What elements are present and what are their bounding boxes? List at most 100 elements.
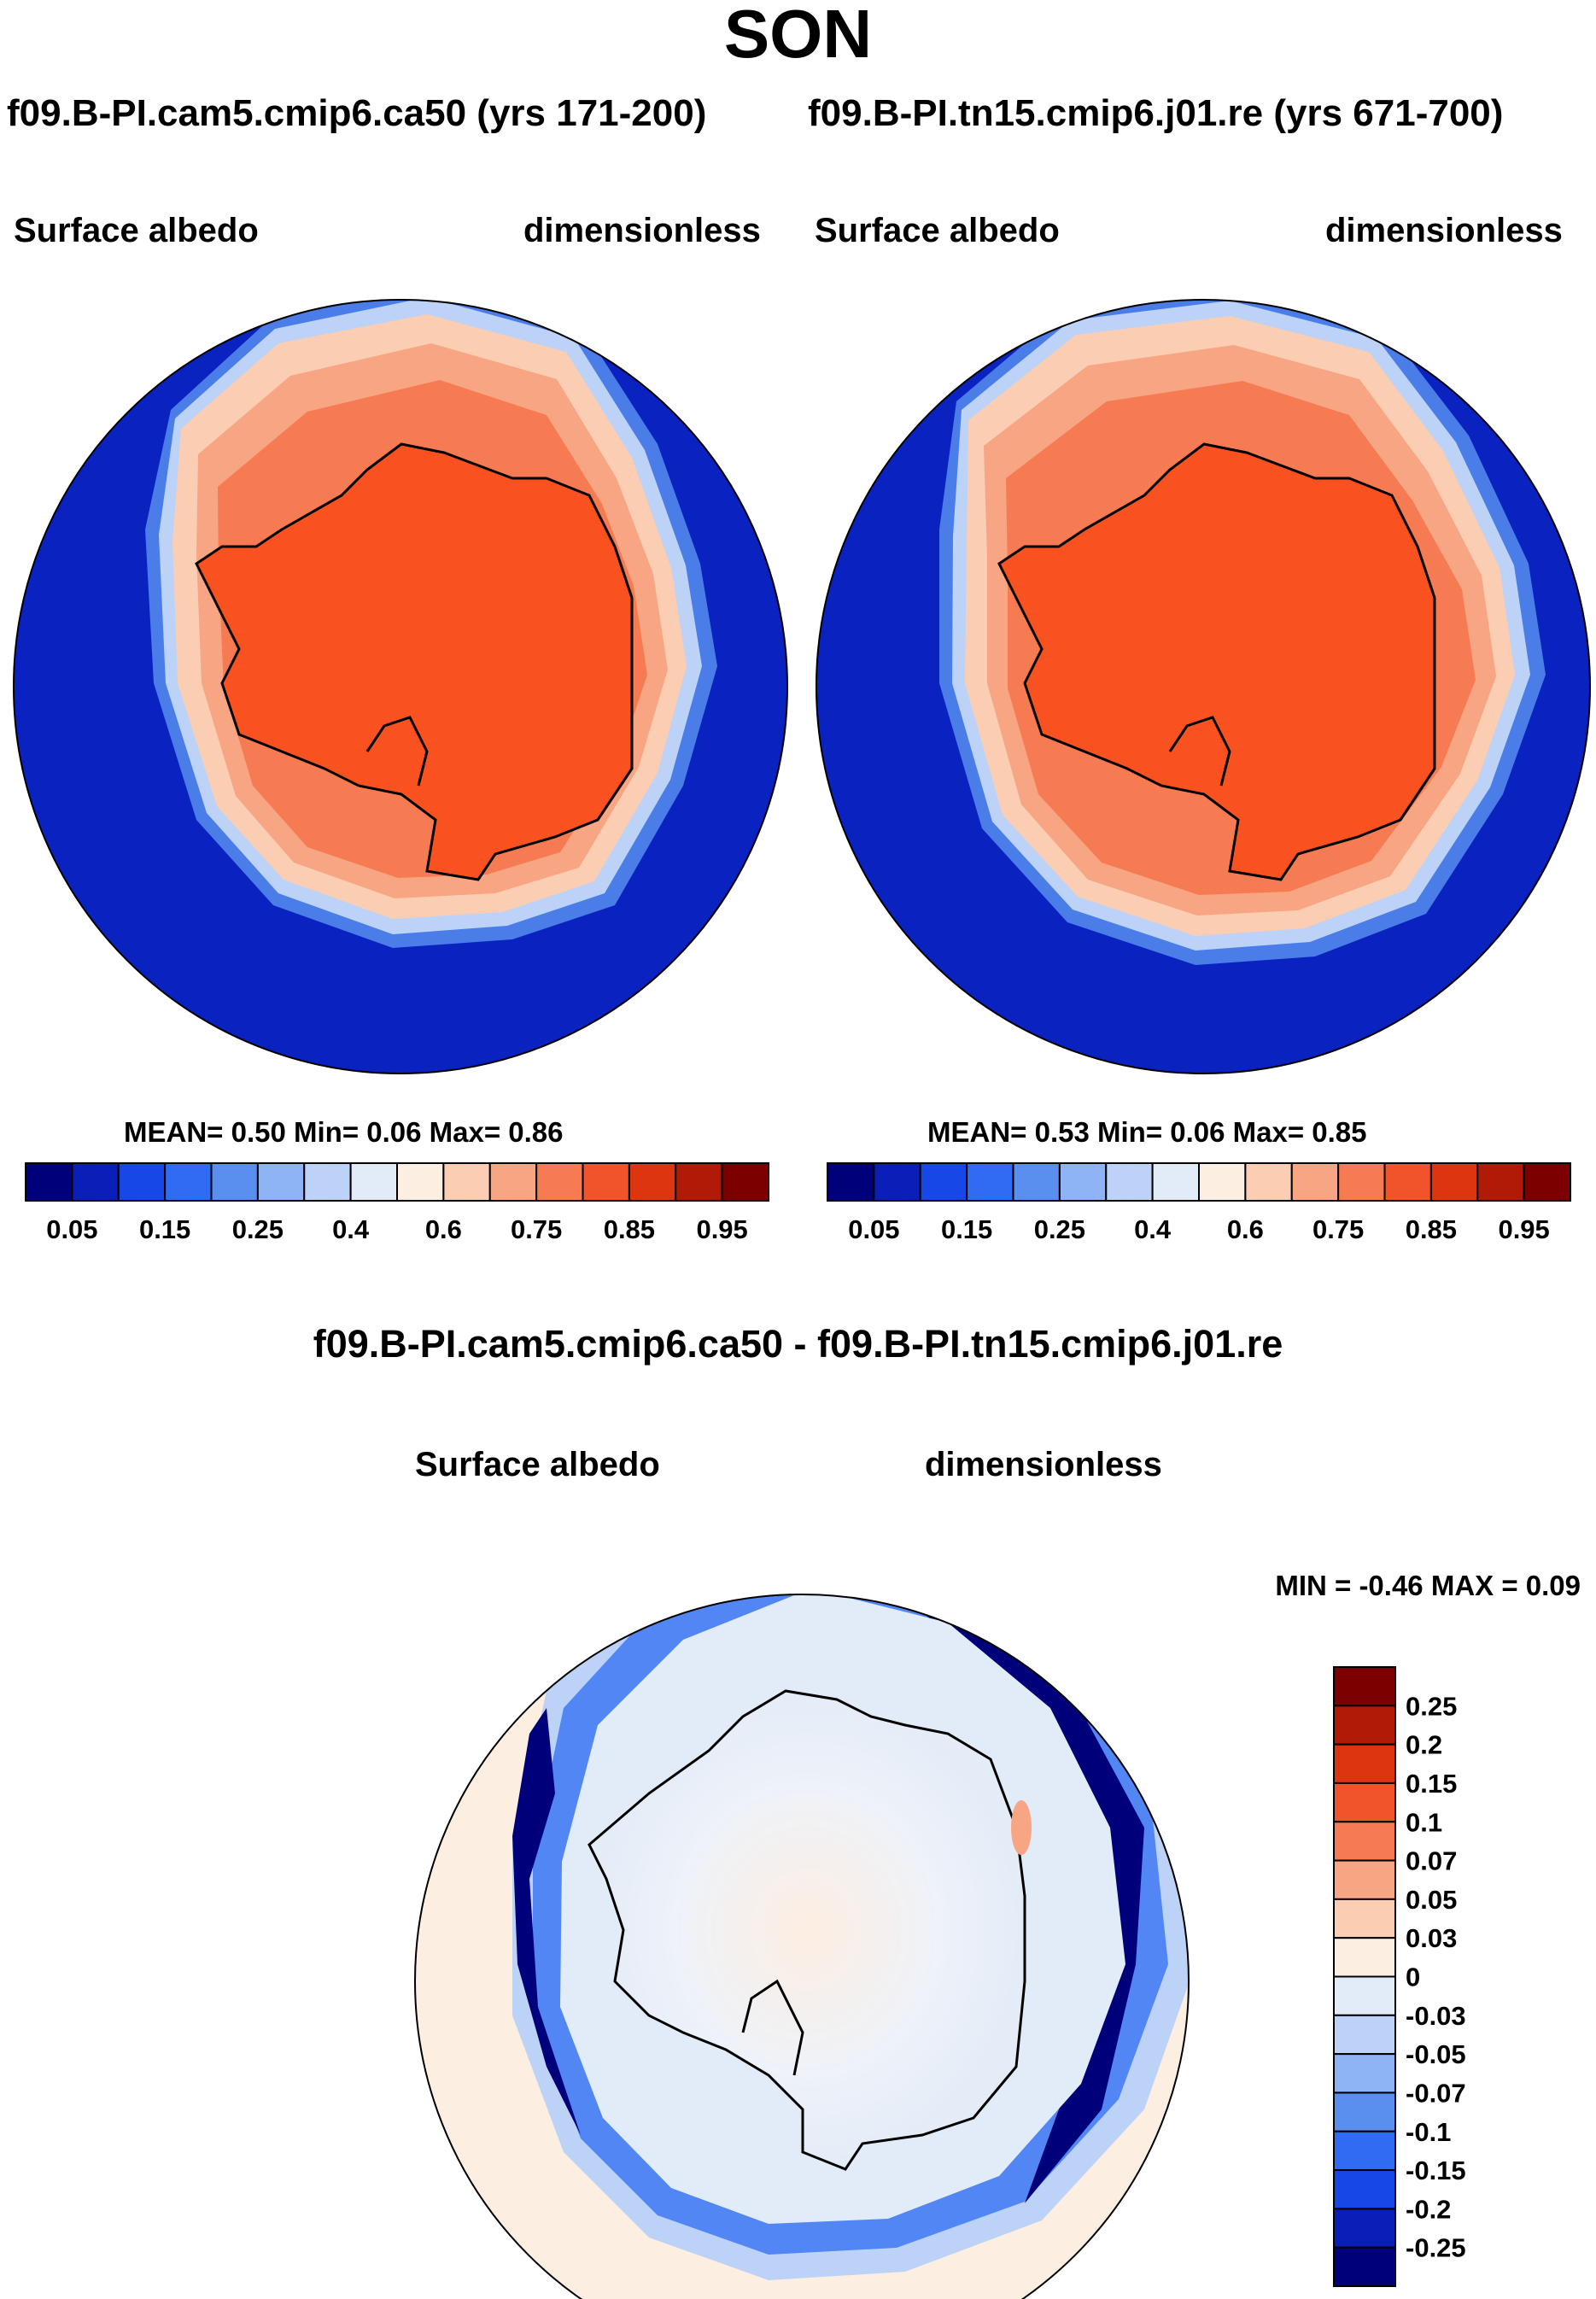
panel1-ice-shelf-outline [365,716,429,787]
difference-map-border [414,1594,1190,2299]
panel1-units-label: dimensionless [523,212,761,249]
difference-ice-shelf-outline [741,1979,804,2076]
difference-colorbar: 0.25 0.2 0.15 0.1 0.07 0.05 0.03 0 -0.03 -0.05 -0.… [1333,1666,1466,2287]
panel2-colorbar-tick-label: 0.15 [941,1214,992,1244]
difference-colorbar-tick-label: 0.25 [1406,1691,1457,1721]
panel1-map [14,300,787,1073]
panel1-colorbar-tick-label: 0.75 [511,1214,562,1244]
panel1-colorbar-swatch [582,1162,630,1202]
difference-colorbar-swatch [1333,2053,1396,2094]
panel1-colorbar-swatch [442,1162,491,1202]
difference-colorbar-swatch [1333,1666,1396,1707]
difference-colorbar-swatch [1333,1898,1396,1939]
panel2-colorbar-swatch [1198,1162,1247,1202]
panel1-colorbar-swatch [628,1162,677,1202]
difference-colorbar-swatch [1333,2208,1396,2249]
difference-colorbar-tick-label: -0.07 [1406,2078,1466,2108]
panel1-colorbar-swatch [210,1162,259,1202]
panel2-colorbar-swatch [1429,1162,1479,1202]
difference-colorbar-tick-label: 0 [1406,1963,1420,1992]
difference-colorbar-tick-label: -0.2 [1406,2194,1451,2224]
panel1-colorbar-tick-label: 0.85 [604,1214,655,1244]
panel1-colorbar-swatch [675,1162,723,1202]
panel1-colorbar-tick-label: 0.05 [46,1214,97,1244]
difference-colorbar-tick-label: 0.05 [1406,1885,1457,1915]
difference-colorbar-tick-label: -0.03 [1406,2001,1466,2031]
panel1-map-border [13,299,788,1074]
panel2-colorbar-swatch [873,1162,921,1202]
figure-title: SON [723,0,873,72]
panel1-antarctica [195,442,634,881]
panel2-colorbar-swatch [966,1162,1014,1202]
difference-colorbar-swatch [1333,1859,1396,1900]
difference-colorbar-swatch [1333,1781,1396,1823]
panel2-map [816,300,1590,1073]
difference-antarctica [588,1689,1026,2171]
panel2-colorbar-swatch [919,1162,968,1202]
difference-colorbar-tick-label: 0.1 [1406,1807,1442,1837]
panel2-colorbar-tick-label: 0.75 [1312,1214,1364,1244]
panel2-colorbar-swatch [1290,1162,1340,1202]
panel2-colorbar-swatch [1058,1162,1108,1202]
difference-colorbar-swatch [1333,1821,1396,1862]
panel1-stats: MEAN= 0.50 Min= 0.06 Max= 0.86 [124,1116,564,1148]
difference-variable-label: Surface albedo [415,1446,660,1483]
panel2-colorbar-tick-label: 0.95 [1498,1214,1549,1244]
panel2-colorbar-tick-label: 0.25 [1034,1214,1085,1244]
difference-colorbar-tick-label: 0.2 [1406,1730,1442,1760]
panel2-colorbar-swatch [1105,1162,1154,1202]
panel1-colorbar-swatch [25,1162,73,1202]
panel2-variable-label: Surface albedo [815,212,1060,249]
panel1-colorbar-swatch [349,1162,398,1202]
panel2-colorbar-swatch [827,1162,875,1202]
panel1-colorbar-tick-label: 0.15 [139,1214,190,1244]
difference-colorbar-swatch [1333,2014,1396,2056]
panel1-colorbar-swatch [396,1162,445,1202]
difference-colorbar-tick-label: 0.03 [1406,1923,1457,1953]
difference-colorbar-swatch [1333,1975,1396,2016]
difference-colorbar-swatch [1333,2130,1396,2172]
difference-minmax: MIN = -0.46 MAX = 0.09 [1275,1570,1581,1601]
difference-band-west [512,1708,581,2135]
difference-colorbar-tick-label: -0.05 [1406,2039,1466,2069]
panel2-colorbar-swatch [1244,1162,1293,1202]
panel2-case-title: f09.B-PI.tn15.cmip6.j01.re (yrs 671-700) [808,92,1504,134]
panel2-colorbar-swatch [1151,1162,1200,1202]
difference-colorbar-tick-label: -0.25 [1406,2233,1466,2263]
panel2-colorbar-tick-label: 0.85 [1406,1214,1457,1244]
panel2-colorbar-tick-label: 0.05 [848,1214,899,1244]
panel2-map-border [816,299,1591,1074]
difference-colorbar-tick-label: -0.15 [1406,2156,1466,2185]
difference-colorbar-swatch [1333,2169,1396,2210]
difference-colorbar-swatch [1333,1937,1396,1978]
panel2-colorbar-swatch [1337,1162,1386,1202]
panel2-colorbar-swatch [1476,1162,1525,1202]
difference-map [415,1594,1189,2299]
difference-colorbar-tick-label: -0.1 [1406,2117,1451,2147]
difference-colorbar-swatch [1333,1743,1396,1784]
panel2-colorbar-swatch [1523,1162,1571,1202]
panel1-colorbar-swatch [488,1162,538,1202]
panel1-colorbar-tick-label: 0.4 [332,1214,370,1244]
difference-positive-patch [1011,1800,1032,1855]
panel1-case-title: f09.B-PI.cam5.cmip6.ca50 (yrs 171-200) [7,92,707,134]
panel2-antarctica [997,442,1436,881]
panel2-colorbar-tick-label: 0.4 [1134,1214,1172,1244]
panel2-colorbar-swatch [1012,1162,1061,1202]
panel1-colorbar-swatch [71,1162,120,1202]
panel2-ice-shelf-outline [1168,716,1231,787]
panel1-colorbar-swatch [721,1162,769,1202]
panel1-colorbar-tick-label: 0.6 [425,1214,462,1244]
difference-band-east [854,1594,1144,2203]
panel2-colorbar-swatch [1383,1162,1432,1202]
difference-colorbar-tick-label: 0.15 [1406,1769,1457,1799]
panel2-stats: MEAN= 0.53 Min= 0.06 Max= 0.85 [927,1116,1367,1148]
difference-title: f09.B-PI.cam5.cmip6.ca50 - f09.B-PI.tn15… [313,1322,1283,1366]
difference-colorbar-swatch [1333,1705,1396,1746]
panel1-colorbar-swatch [535,1162,584,1202]
panel1-colorbar-tick-label: 0.95 [696,1214,747,1244]
difference-colorbar-swatch [1333,2091,1396,2132]
difference-units-label: dimensionless [925,1446,1162,1483]
panel1-colorbar-swatch [256,1162,306,1202]
panel2-units-label: dimensionless [1325,212,1563,249]
